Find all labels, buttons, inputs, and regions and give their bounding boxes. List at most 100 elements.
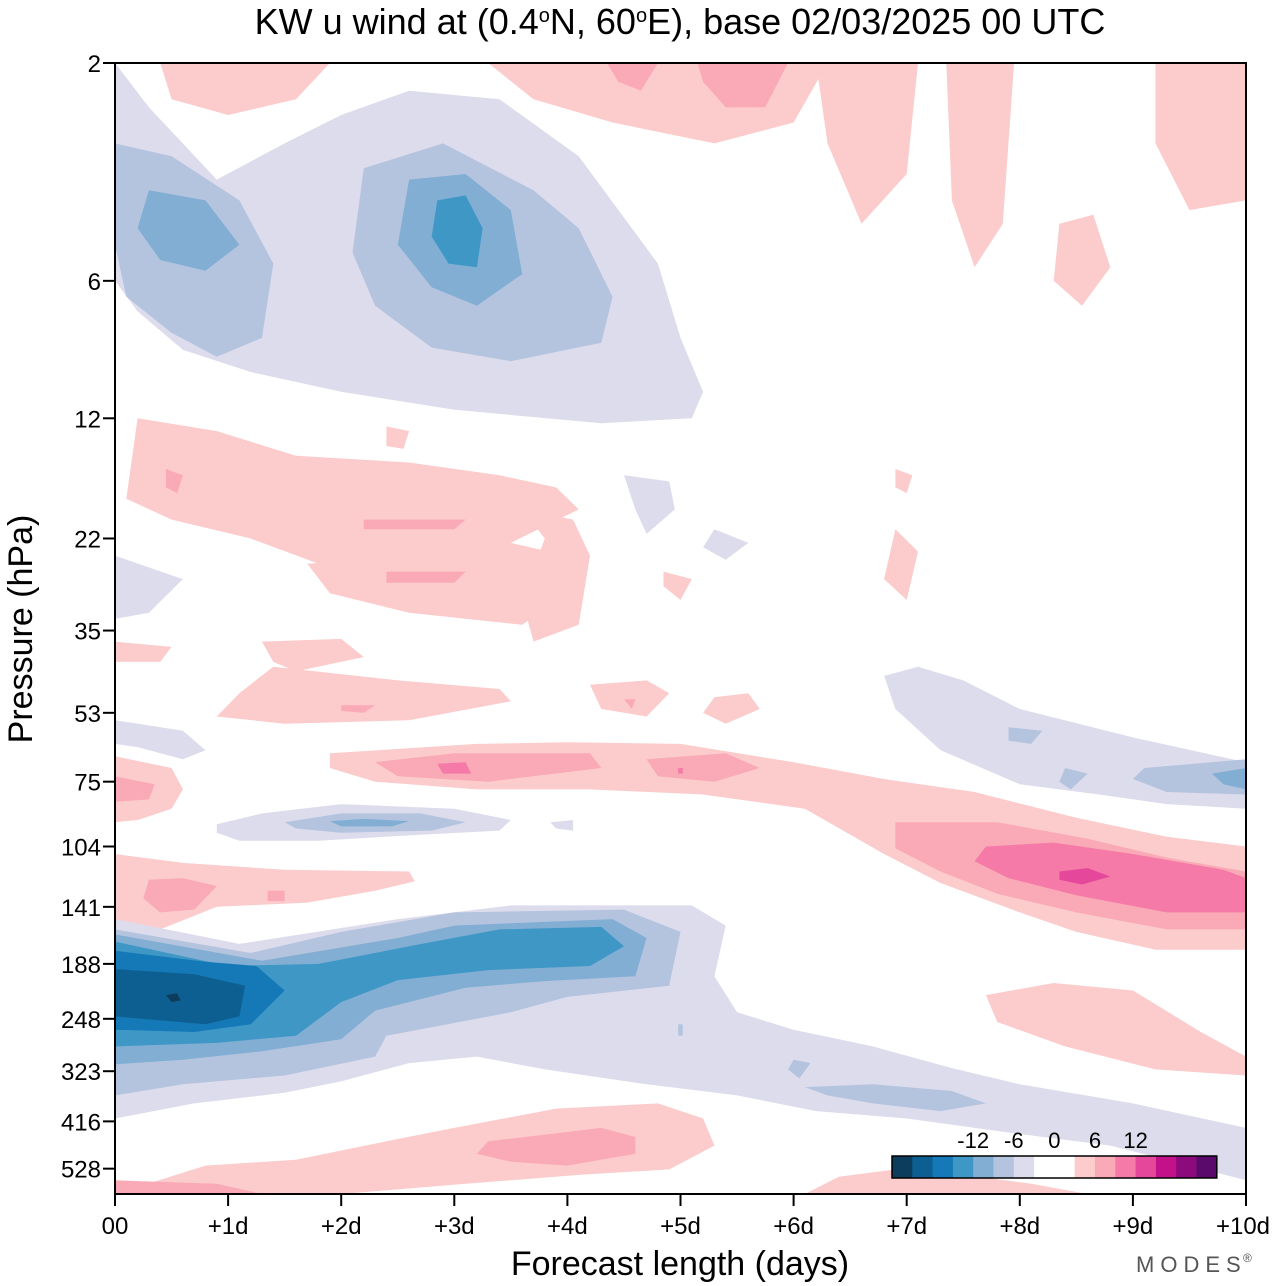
y-axis-label: Pressure (hPa) <box>2 515 40 744</box>
x-tick-label: 00 <box>102 1213 129 1240</box>
contour-region-21 <box>663 571 692 600</box>
colorbar-swatch <box>973 1156 994 1178</box>
x-tick-label: +2d <box>321 1213 362 1240</box>
contour-region-69 <box>476 1127 636 1166</box>
contour-region-16 <box>522 509 590 642</box>
y-tick-label: 416 <box>61 1109 101 1136</box>
contour-region-10 <box>816 63 918 224</box>
x-tick-label: +6d <box>773 1213 814 1240</box>
y-tick-label: 248 <box>61 1007 101 1034</box>
contour-region-56 <box>267 890 285 902</box>
registered-mark: ® <box>1243 1251 1252 1265</box>
colorbar-swatch <box>932 1156 954 1178</box>
contour-region-18 <box>363 519 466 530</box>
x-tick-label: +1d <box>208 1213 249 1240</box>
contour-region-9 <box>697 63 788 108</box>
contour-region-71 <box>804 1169 1088 1194</box>
contour-region-65 <box>787 1059 811 1079</box>
contour-region-26 <box>703 529 749 560</box>
contour-region-29 <box>262 638 364 672</box>
colorbar-label: 12 <box>1123 1128 1147 1153</box>
contour-region-47 <box>1059 868 1111 885</box>
y-tick-label: 104 <box>61 834 101 861</box>
contour-region-68 <box>115 1103 715 1194</box>
colorbar-swatch <box>1074 1156 1096 1178</box>
contour-region-13 <box>1053 214 1111 306</box>
y-axis: 2 6 12 22 35 53 75 104 141 188 248 323 416 528 <box>61 51 115 1184</box>
contour-region-25 <box>624 475 675 534</box>
x-tick-label: +8d <box>999 1213 1040 1240</box>
x-tick-label: +7d <box>886 1213 927 1240</box>
contour-region-53 <box>550 820 574 831</box>
contour-region-6 <box>160 63 330 115</box>
x-tick-label: +5d <box>660 1213 701 1240</box>
contour-region-23 <box>884 529 918 600</box>
contour-region-17 <box>165 469 183 494</box>
contour-region-30 <box>590 680 670 717</box>
contour-region-28 <box>216 666 511 724</box>
contour-region-54 <box>115 854 415 932</box>
contour-region-63 <box>165 993 181 1003</box>
colorbar-swatch <box>892 1156 913 1178</box>
chart-title: KW u wind at (0.4oN, 60oE), base 02/03/2… <box>255 1 1106 42</box>
y-tick-label: 12 <box>74 406 101 433</box>
contour-region-44 <box>678 768 683 774</box>
contour-region-14 <box>126 418 579 572</box>
contour-region-36 <box>1008 727 1043 744</box>
colorbar-label: 6 <box>1089 1128 1101 1153</box>
colorbar-swatch <box>952 1156 974 1178</box>
y-tick-label: 6 <box>88 269 101 296</box>
x-tick-label: +10d <box>1216 1213 1270 1240</box>
contour-region-8 <box>607 63 658 91</box>
contour-region-66 <box>678 1024 683 1036</box>
contour-region-22 <box>895 469 913 494</box>
colorbar-label: -12 <box>957 1128 989 1153</box>
colorbar-label: 0 <box>1048 1128 1060 1153</box>
contour-region-12 <box>1155 63 1246 211</box>
contour-region-31 <box>703 693 760 724</box>
colorbar-swatch <box>1054 1156 1076 1178</box>
contour-region-64 <box>804 1084 986 1112</box>
contour-region-32 <box>341 705 376 713</box>
contour-region-43 <box>437 762 472 774</box>
contour-region-3 <box>137 190 240 271</box>
contour-region-33 <box>624 699 636 709</box>
colorbar-swatch <box>912 1156 933 1178</box>
contour-region-20 <box>386 426 410 449</box>
x-tick-label: +4d <box>547 1213 588 1240</box>
contour-region-38 <box>1132 759 1246 795</box>
y-tick-label: 141 <box>61 895 101 922</box>
colorbar-label: -6 <box>1004 1128 1024 1153</box>
contour-region-24 <box>115 555 183 619</box>
contour-region-35 <box>115 720 206 760</box>
contour-region-67 <box>985 983 1246 1076</box>
contour-region-62 <box>115 969 246 1025</box>
colorbar-swatch <box>1115 1156 1136 1178</box>
contour-region-55 <box>143 878 217 913</box>
x-axis-label: Forecast length (days) <box>511 1245 849 1283</box>
contour-region-46 <box>974 842 1246 913</box>
colorbar-swatch <box>1155 1156 1177 1178</box>
y-tick-label: 75 <box>74 770 101 797</box>
y-tick-label: 188 <box>61 952 101 979</box>
contour-region-11 <box>946 63 1015 268</box>
wind-contour-fields <box>115 63 1246 1194</box>
contour-region-49 <box>115 776 155 802</box>
contour-region-52 <box>329 818 410 827</box>
colorbar-swatch <box>1196 1156 1218 1178</box>
colorbar-swatch <box>993 1156 1015 1178</box>
y-tick-label: 53 <box>74 701 101 728</box>
colorbar-swatch <box>1176 1156 1197 1178</box>
modes-logo: MODES <box>1136 1252 1247 1277</box>
x-axis: 00 +1d +2d +3d +4d +5d +6d +7d +8d +9d +10d <box>102 1194 1270 1240</box>
colorbar: -12 -6 0 6 12 <box>891 1128 1218 1179</box>
contour-region-70 <box>115 1180 262 1194</box>
colorbar-frame <box>891 1155 1218 1179</box>
colorbar-swatch <box>1135 1156 1157 1178</box>
colorbar-swatch <box>1013 1156 1035 1178</box>
contour-region-15 <box>307 542 579 625</box>
contour-region-5 <box>431 195 483 268</box>
colorbar-swatch <box>1095 1156 1116 1178</box>
y-tick-label: 528 <box>61 1157 101 1184</box>
